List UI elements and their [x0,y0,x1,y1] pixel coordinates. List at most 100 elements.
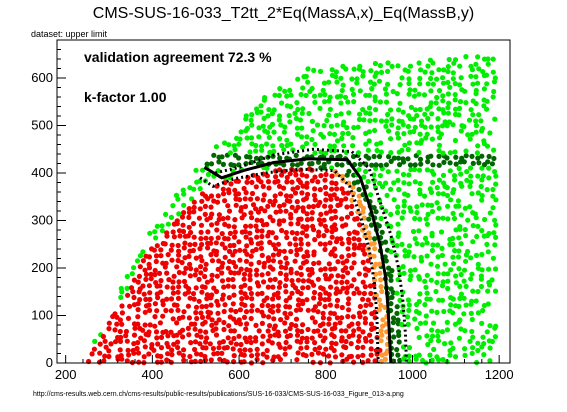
data-point-excluded [339,216,345,222]
data-point-allowed [493,234,499,240]
data-point-excluded [152,323,158,329]
data-point-excluded [322,266,328,272]
data-point-excluded [224,359,230,365]
data-point-excluded [276,341,282,347]
data-point-excluded [339,335,345,341]
data-point-excluded-border [367,235,373,241]
data-point-excluded [102,353,108,359]
data-point-allowed [350,91,357,97]
data-point-allowed [485,301,491,307]
data-point-excluded [199,258,205,264]
data-point-allowed [456,235,462,241]
data-point-allowed [406,80,412,87]
data-point-allowed [350,135,356,141]
data-point-excluded [185,325,191,331]
data-point-excluded [135,340,141,346]
data-point-excluded [205,314,211,320]
data-point-allowed [340,63,346,69]
data-point-excluded [102,338,108,344]
data-point-excluded [339,315,345,321]
data-point-excluded [197,206,203,212]
data-point-excluded [267,277,273,283]
data-point-excluded [267,198,273,204]
data-point-allowed [451,215,458,222]
data-point-allowed [469,298,475,304]
data-point-allowed [427,186,433,192]
data-point-excluded [207,310,214,316]
data-point-allowed [309,136,315,143]
data-point-excluded [154,243,160,249]
data-point-excluded [351,359,357,365]
data-point-allowed-border [395,352,401,358]
data-point-allowed [181,202,187,208]
data-point-allowed-border [219,154,225,160]
data-point-allowed [433,100,439,106]
data-point-excluded [176,252,182,258]
data-point-excluded [316,260,322,266]
data-point-allowed-border [315,159,322,165]
data-point-allowed [487,345,493,351]
data-point-excluded [204,296,210,302]
data-point-excluded [304,217,311,223]
data-point-excluded-border [379,332,385,338]
data-point-excluded [226,295,232,301]
data-point-excluded [241,352,247,358]
data-point-allowed [418,67,424,73]
data-point-allowed [407,268,414,274]
data-point-allowed [424,272,430,278]
data-point-excluded [264,221,270,227]
data-point-excluded [130,347,136,354]
dataset-label: dataset: upper limit [31,29,108,39]
data-point-allowed [479,251,485,258]
data-point-allowed [363,168,369,175]
data-point-excluded [248,253,254,259]
data-point-excluded [354,230,360,236]
data-point-allowed [492,75,498,81]
data-point-allowed [378,118,385,124]
data-point-allowed [399,241,405,247]
data-point-excluded [213,332,220,338]
data-point-allowed [407,87,413,93]
data-point-allowed [461,311,467,317]
data-point-allowed [428,100,434,106]
data-point-excluded [261,260,267,266]
data-point-excluded [186,253,192,259]
data-point-excluded [360,359,366,365]
data-point-excluded [322,241,328,247]
data-point-excluded [282,283,289,289]
data-point-excluded [160,298,166,304]
data-point-allowed [357,111,363,117]
data-point-allowed [395,63,401,69]
data-point-allowed [237,136,243,142]
data-point-allowed [487,323,493,329]
data-point-excluded [146,302,152,308]
data-point-excluded [284,234,290,241]
data-point-excluded [236,239,242,245]
data-point-allowed [445,79,451,86]
data-point-allowed [417,180,423,187]
data-point-allowed [430,320,437,326]
data-point-excluded [216,258,222,264]
data-point-allowed [378,69,385,75]
data-point-excluded [176,284,182,290]
data-point-excluded-border [346,180,352,186]
data-point-allowed [441,271,447,277]
data-point-excluded [286,304,293,310]
data-point-allowed [382,86,388,92]
data-point-excluded [118,353,124,359]
data-point-excluded [300,205,306,211]
data-point-excluded [154,335,160,341]
data-point-excluded [350,332,356,338]
data-point-excluded [295,185,301,191]
data-point-excluded [163,260,169,266]
data-point-excluded [126,352,132,358]
data-point-excluded [278,264,284,270]
data-point-excluded [140,258,146,264]
data-point-excluded [215,310,221,316]
data-point-allowed [416,149,422,156]
data-point-excluded [318,267,324,273]
data-point-excluded [225,277,231,283]
data-point-excluded [260,197,266,203]
data-point-allowed [456,266,462,272]
data-point-allowed [412,236,418,242]
